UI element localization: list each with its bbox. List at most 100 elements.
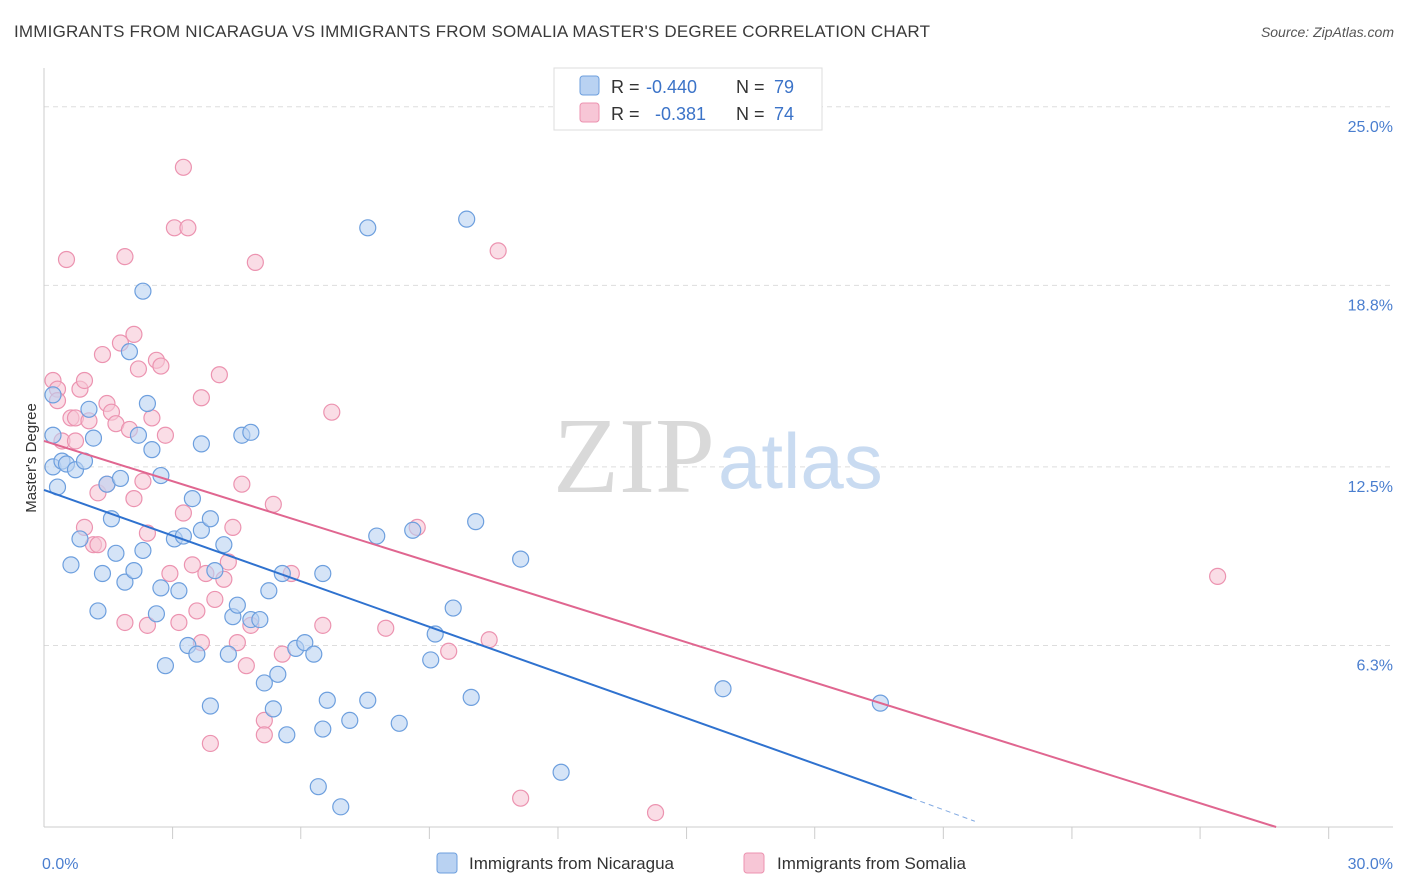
legend-n-label-somalia: N = — [736, 104, 765, 124]
watermark-zip: ZIP — [553, 397, 715, 516]
y-tick-label: 6.3% — [1357, 658, 1393, 675]
nicaragua-point — [552, 763, 570, 781]
nicaragua-point — [44, 426, 62, 444]
x-tick-label: 0.0% — [42, 856, 78, 873]
y-tick-label: 25.0% — [1348, 119, 1393, 136]
nicaragua-point — [62, 556, 80, 574]
somalia-point — [116, 248, 134, 266]
nicaragua-point — [359, 691, 377, 709]
somalia-point — [125, 489, 143, 508]
legend-r-label-somalia: R = — [611, 104, 640, 124]
axes: 6.3% 12.5% 18.8% 25.0% 0.0% 30.0% — [42, 68, 1393, 873]
nicaragua-point — [107, 544, 125, 562]
somalia-point — [1209, 567, 1227, 585]
legend-swatch-somalia — [579, 102, 600, 123]
nicaragua-point — [192, 435, 210, 453]
somalia-point — [125, 325, 143, 343]
nicaragua-trend-line — [43, 489, 913, 800]
somalia-point — [179, 219, 197, 237]
somalia-point — [93, 345, 112, 364]
somalia-point — [489, 242, 507, 260]
somalia-point — [138, 616, 157, 634]
nicaragua-point — [111, 469, 130, 488]
nicaragua-point — [201, 697, 219, 715]
nicaragua-point — [368, 527, 386, 545]
somalia-point — [255, 726, 273, 744]
series-nicaragua-points — [44, 210, 889, 816]
nicaragua-point — [264, 700, 282, 718]
somalia-point — [188, 602, 206, 620]
nicaragua-point — [458, 210, 476, 228]
nicaragua-point — [512, 550, 530, 568]
legend-r-value-nicaragua: -0.440 — [646, 77, 697, 97]
somalia-point — [237, 657, 255, 675]
somalia-point — [192, 389, 210, 407]
somalia-point — [224, 518, 242, 537]
bottom-legend-label-somalia: Immigrants from Somalia — [777, 854, 966, 873]
somalia-point — [323, 403, 341, 421]
nicaragua-point — [138, 394, 157, 413]
somalia-point — [183, 556, 201, 574]
somalia-point — [66, 432, 85, 450]
series-legend: Immigrants from Nicaragua Immigrants fro… — [436, 852, 966, 874]
nicaragua-point — [147, 605, 166, 623]
nicaragua-point — [201, 510, 219, 528]
somalia-point — [440, 642, 458, 660]
nicaragua-point — [170, 582, 188, 600]
bottom-legend-swatch-nicaragua — [436, 852, 458, 874]
somalia-point — [377, 619, 395, 637]
somalia-point — [646, 803, 665, 822]
somalia-point — [75, 371, 94, 390]
nicaragua-point — [152, 579, 170, 597]
nicaragua-point — [215, 536, 233, 554]
somalia-point — [174, 504, 192, 522]
legend-swatch-nicaragua — [579, 75, 600, 96]
nicaragua-point — [273, 564, 291, 583]
somalia-point — [512, 789, 530, 807]
somalia-point — [89, 536, 107, 554]
watermark: ZIP atlas — [553, 397, 883, 516]
nicaragua-point — [242, 423, 260, 441]
nicaragua-point — [341, 711, 359, 730]
nicaragua-point — [80, 400, 98, 418]
nicaragua-point — [143, 441, 161, 459]
nicaragua-point — [84, 429, 103, 447]
nicaragua-point — [467, 513, 485, 531]
nicaragua-point — [390, 714, 408, 732]
nicaragua-point — [332, 798, 350, 816]
nicaragua-point — [183, 489, 201, 508]
somalia-point — [206, 590, 224, 609]
somalia-point — [170, 613, 188, 632]
y-axis-title: Master's Degree — [23, 403, 40, 513]
nicaragua-point — [260, 582, 278, 600]
nicaragua-point — [314, 720, 332, 738]
somalia-point — [57, 250, 76, 269]
source-credit: Source: ZipAtlas.com — [1260, 24, 1394, 40]
nicaragua-point — [156, 657, 175, 675]
nicaragua-point — [714, 680, 732, 698]
nicaragua-point — [269, 665, 287, 683]
somalia-point — [161, 564, 179, 583]
legend-n-label-nicaragua: N = — [736, 77, 765, 97]
nicaragua-point — [251, 610, 269, 629]
somalia-point — [156, 426, 175, 444]
nicaragua-point — [129, 426, 148, 444]
watermark-atlas: atlas — [718, 417, 883, 505]
nicaragua-point — [89, 602, 107, 620]
somalia-point — [134, 472, 152, 490]
y-tick-label: 18.8% — [1348, 297, 1393, 314]
legend-r-value-somalia: -0.381 — [655, 104, 706, 124]
somalia-trend-line — [43, 440, 1277, 828]
gridlines — [44, 106, 1393, 647]
nicaragua-trend-extension — [911, 797, 975, 822]
chart-title: IMMIGRANTS FROM NICARAGUA VS IMMIGRANTS … — [14, 22, 931, 41]
nicaragua-point — [228, 596, 246, 614]
nicaragua-point — [404, 521, 422, 539]
legend-r-label-nicaragua: R = — [611, 77, 640, 97]
nicaragua-point — [314, 564, 332, 583]
nicaragua-point — [219, 645, 237, 663]
somalia-point — [143, 409, 161, 427]
nicaragua-point — [125, 562, 143, 580]
somalia-point — [233, 475, 251, 493]
